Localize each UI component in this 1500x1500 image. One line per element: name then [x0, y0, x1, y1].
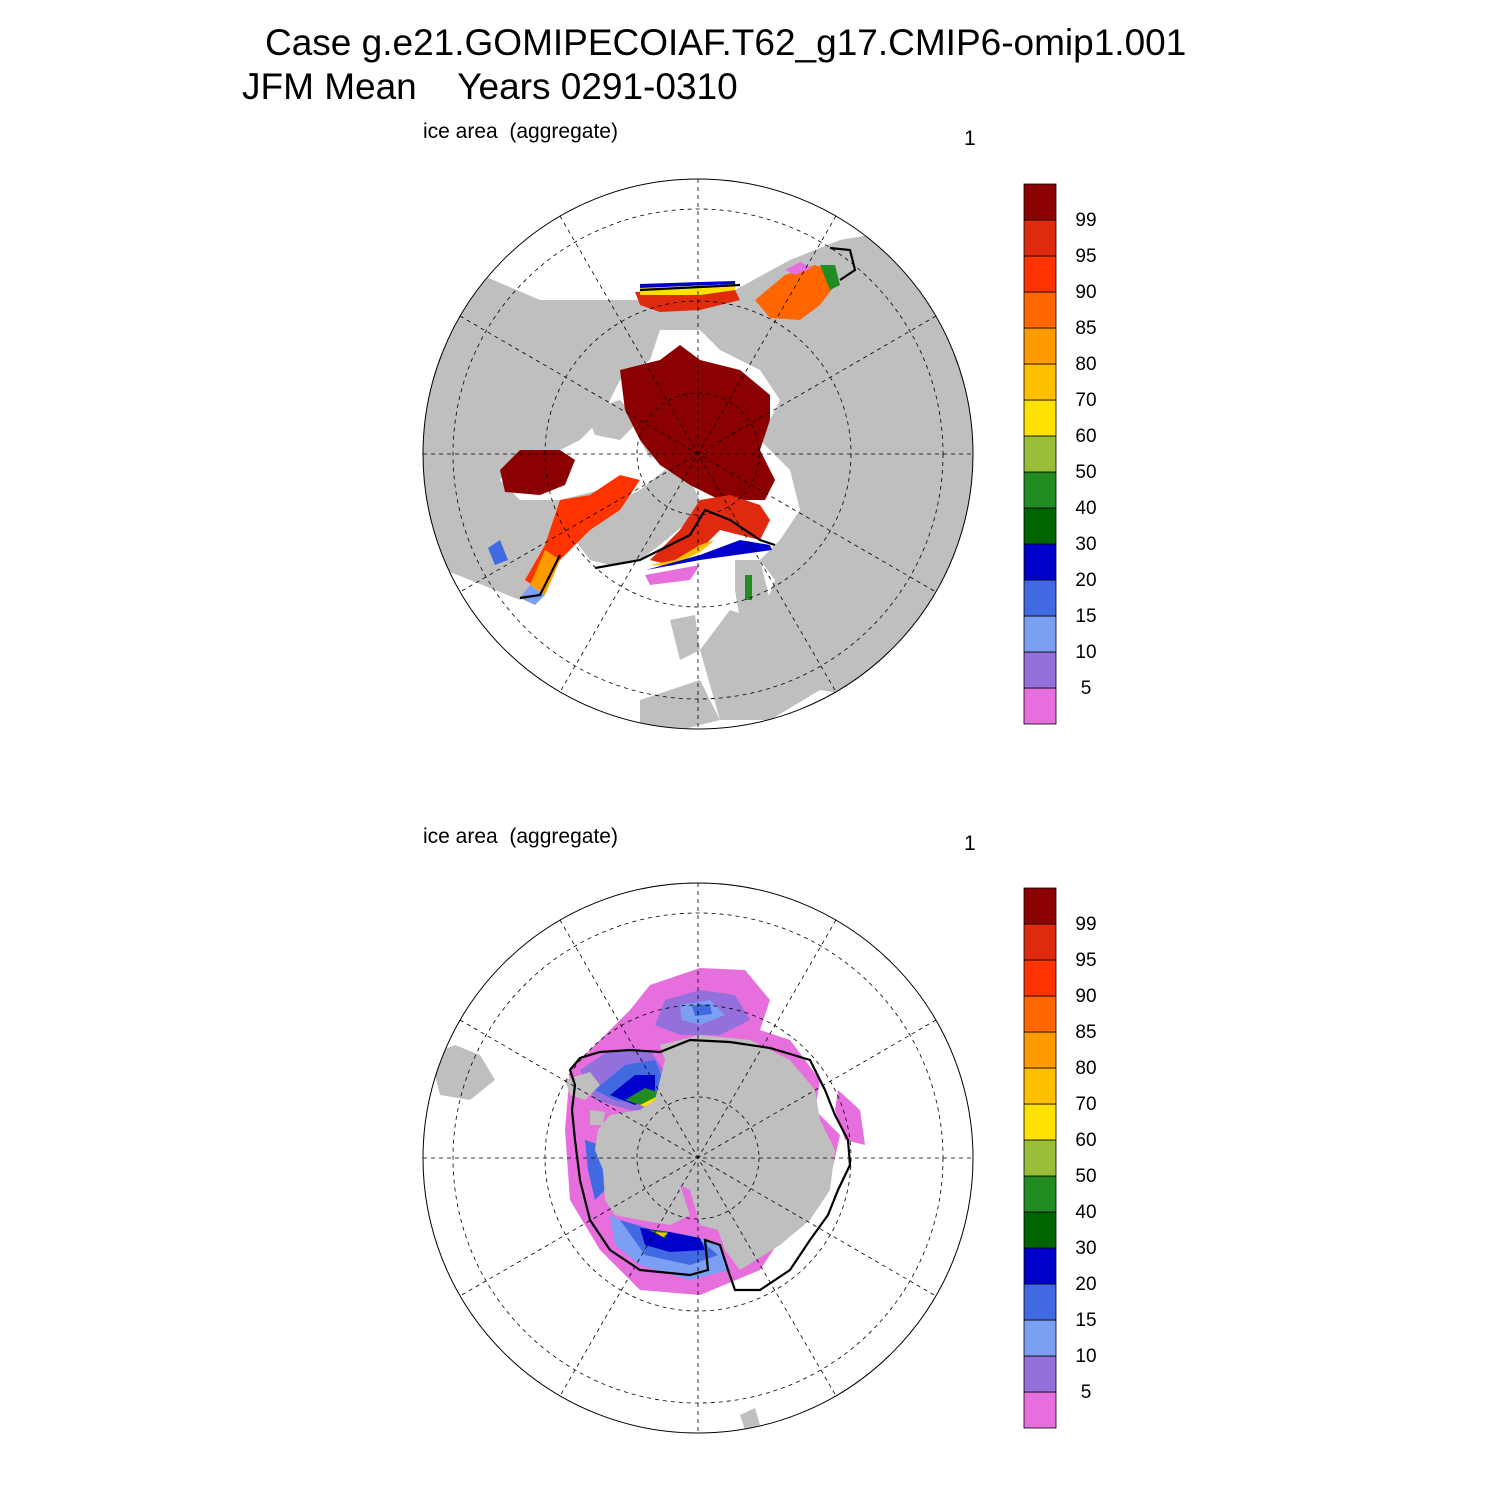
sh-colorbar-label: 80	[1075, 1058, 1096, 1079]
nh-colorbar-label: 50	[1075, 462, 1096, 483]
nh-colorbar-label: 99	[1075, 210, 1096, 231]
nh-colorbar-label: 85	[1075, 318, 1096, 339]
nh-arctic-ice-core	[620, 345, 775, 500]
sh-colorbar-box	[1023, 923, 1057, 961]
sh-colorbar-box	[1023, 995, 1057, 1033]
sh-colorbar-label: 60	[1075, 1130, 1096, 1151]
figure-title-line2: JFM Mean Years 0291-0310	[242, 66, 738, 107]
nh-okhotsk-ice	[755, 265, 835, 320]
nh-colorbar-label: 80	[1075, 354, 1096, 375]
nh-colorbar: 5 10 15 20 30 40 50 60 70 80 85 90 95 99	[1023, 183, 1097, 725]
sh-colorbar-box	[1023, 1211, 1057, 1249]
sh-colorbar-label: 70	[1075, 1094, 1096, 1115]
sh-colorbar-label: 10	[1075, 1346, 1096, 1367]
nh-colorbar-box	[1023, 651, 1057, 689]
sh-colorbar-box	[1023, 1175, 1057, 1213]
nh-colorbar-box	[1023, 615, 1057, 653]
sh-colorbar-box	[1023, 959, 1057, 997]
nh-colorbar-label: 90	[1075, 282, 1096, 303]
nh-colorbar-box	[1023, 507, 1057, 545]
sh-graticule	[423, 883, 973, 1433]
sh-colorbar-box	[1023, 1283, 1057, 1321]
sh-colorbar-box	[1023, 1139, 1057, 1177]
sh-colorbar-label: 5	[1081, 1382, 1092, 1403]
sh-colorbar-box	[1023, 1031, 1057, 1069]
sh-colorbar-label: 20	[1075, 1274, 1096, 1295]
sh-colorbar-box	[1023, 1319, 1057, 1357]
nh-colorbar-label: 95	[1075, 246, 1096, 267]
nh-ice-edge-contour	[519, 246, 857, 600]
nh-colorbar-label: 30	[1075, 534, 1096, 555]
sh-colorbar-label: 50	[1075, 1166, 1096, 1187]
nh-colorbar-label: 10	[1075, 642, 1096, 663]
nh-colorbar-box	[1023, 291, 1057, 329]
nh-graticule	[423, 179, 973, 729]
sh-colorbar-label: 30	[1075, 1238, 1096, 1259]
sh-colorbar-label: 85	[1075, 1022, 1096, 1043]
sh-colorbar-box	[1023, 1391, 1057, 1429]
nh-hudson-bay-ice	[500, 450, 575, 495]
nh-colorbar-box	[1023, 363, 1057, 401]
nh-polar-map	[422, 178, 974, 730]
nh-colorbar-label: 20	[1075, 570, 1096, 591]
sh-colorbar-label: 40	[1075, 1202, 1096, 1223]
sh-colorbar-box	[1023, 1355, 1057, 1393]
sh-map-boundary	[422, 882, 974, 1434]
sh-variable-label: ice area (aggregate)	[423, 825, 618, 848]
nh-variable-label: ice area (aggregate)	[423, 120, 618, 143]
nh-contour-label: 1	[964, 127, 976, 150]
nh-colorbar-box	[1023, 579, 1057, 617]
antarctica	[595, 1035, 835, 1270]
nh-bering-ice	[635, 290, 740, 312]
sh-colorbar-box	[1023, 1103, 1057, 1141]
figure-title-line1: Case g.e21.GOMIPECOIAF.T62_g17.CMIP6-omi…	[265, 22, 1187, 63]
sh-polar-map	[422, 882, 974, 1434]
nh-colorbar-box	[1023, 219, 1057, 257]
sh-colorbar-box	[1023, 1067, 1057, 1105]
nh-colorbar-label: 60	[1075, 426, 1096, 447]
nh-colorbar-label: 40	[1075, 498, 1096, 519]
nh-colorbar-label: 5	[1081, 678, 1092, 699]
sh-colorbar-box	[1023, 887, 1057, 925]
sh-colorbar-label: 95	[1075, 950, 1096, 971]
sh-contour-label: 1	[964, 832, 976, 855]
sh-colorbar-label: 15	[1075, 1310, 1096, 1331]
sh-ice-edge-contour	[568, 1038, 852, 1292]
sh-colorbar-label: 90	[1075, 986, 1096, 1007]
nh-colorbar-box	[1023, 543, 1057, 581]
sh-land	[430, 1035, 835, 1430]
nh-colorbar-box	[1023, 687, 1057, 725]
sh-colorbar-label: 99	[1075, 914, 1096, 935]
nh-colorbar-label: 15	[1075, 606, 1096, 627]
nh-sea-ice	[488, 262, 840, 605]
nh-colorbar-box	[1023, 399, 1057, 437]
nh-colorbar-box	[1023, 183, 1057, 221]
nh-colorbar-box	[1023, 255, 1057, 293]
sh-colorbar: 5 10 15 20 30 40 50 60 70 80 85 90 95 99	[1023, 887, 1097, 1429]
nh-colorbar-box	[1023, 327, 1057, 365]
nh-colorbar-box	[1023, 471, 1057, 509]
nh-map-boundary	[422, 178, 974, 730]
nh-colorbar-box	[1023, 435, 1057, 473]
nh-colorbar-label: 70	[1075, 390, 1096, 411]
sh-colorbar-box	[1023, 1247, 1057, 1285]
